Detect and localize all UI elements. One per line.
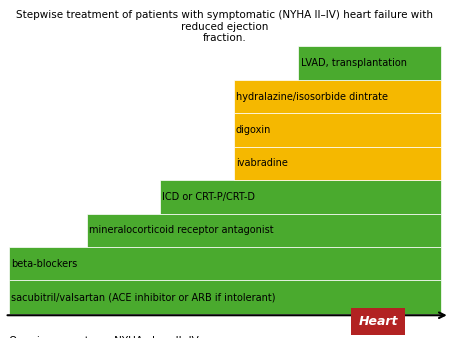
FancyBboxPatch shape — [9, 247, 441, 281]
Text: LVAD, transplantation: LVAD, transplantation — [301, 58, 407, 68]
Text: ivabradine: ivabradine — [236, 159, 288, 168]
Text: mineralocorticoid receptor antagonist: mineralocorticoid receptor antagonist — [89, 225, 274, 235]
FancyBboxPatch shape — [160, 180, 441, 214]
Text: Heart: Heart — [358, 315, 398, 328]
FancyBboxPatch shape — [9, 281, 441, 314]
FancyBboxPatch shape — [298, 46, 441, 80]
Text: hydralazine/isosorbide dintrate: hydralazine/isosorbide dintrate — [236, 92, 388, 101]
FancyBboxPatch shape — [234, 113, 441, 147]
FancyBboxPatch shape — [87, 214, 441, 247]
Text: ICD or CRT-P/CRT-D: ICD or CRT-P/CRT-D — [162, 192, 255, 202]
Text: beta-blockers: beta-blockers — [11, 259, 77, 269]
FancyBboxPatch shape — [234, 147, 441, 180]
Text: digoxin: digoxin — [236, 125, 271, 135]
Text: Ongoing symptoms NYHA class II- IV: Ongoing symptoms NYHA class II- IV — [9, 336, 199, 338]
Text: Stepwise treatment of patients with symptomatic (NYHA II–IV) heart failure with : Stepwise treatment of patients with symp… — [17, 10, 433, 43]
FancyBboxPatch shape — [234, 80, 441, 113]
Text: sacubitril/valsartan (ACE inhibitor or ARB if intolerant): sacubitril/valsartan (ACE inhibitor or A… — [11, 292, 276, 302]
